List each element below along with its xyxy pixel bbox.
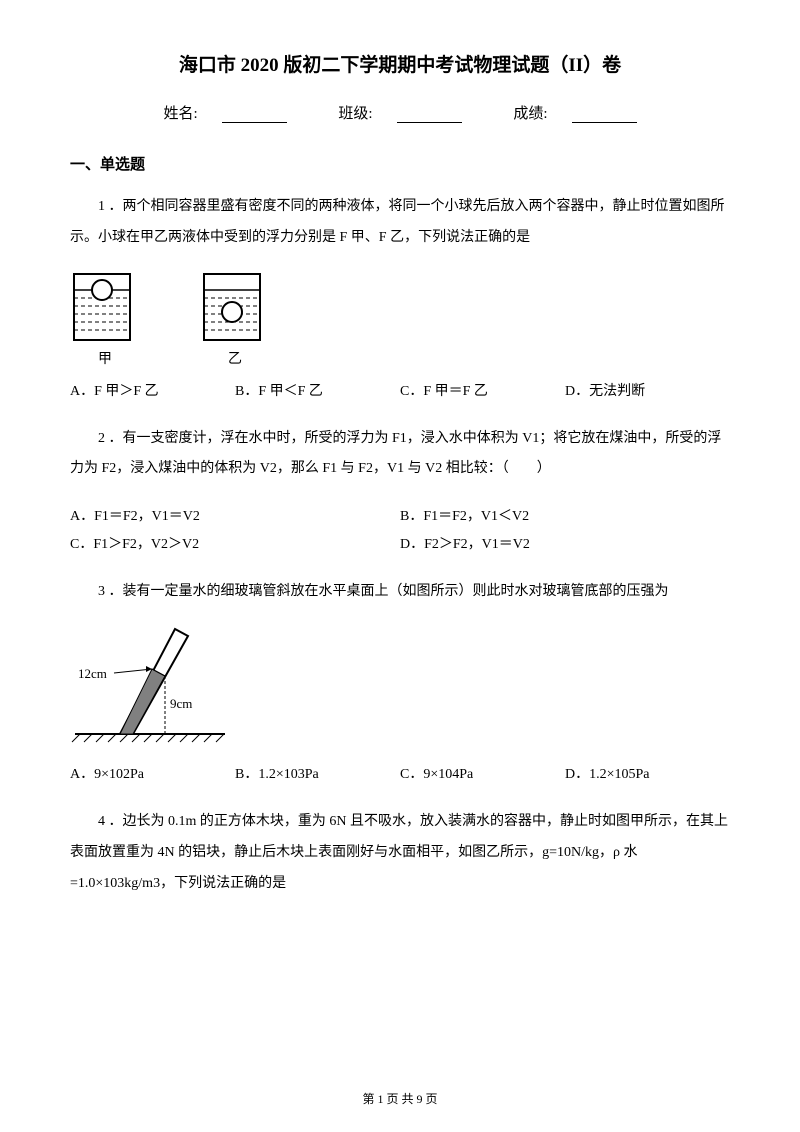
score-blank bbox=[572, 109, 637, 123]
q4-text: 4 ．边长为 0.1m 的正方体木块，重为 6N 且不吸水，放入装满水的容器中，… bbox=[70, 807, 730, 899]
q3-text: 3 ．装有一定量水的细玻璃管斜放在水平桌面上（如图所示）则此时水对玻璃管底部的压… bbox=[70, 577, 730, 608]
q1-optC: C．F 甲＝F 乙 bbox=[400, 378, 565, 406]
q3-optD: D．1.2×105Pa bbox=[565, 761, 730, 789]
q3-label-9: 9cm bbox=[170, 696, 192, 711]
q3-optA: A．9×102Pa bbox=[70, 761, 235, 789]
q1-optD: D．无法判断 bbox=[565, 378, 730, 406]
q1-optB: B．F 甲＜F 乙 bbox=[235, 378, 400, 406]
exam-title: 海口市 2020 版初二下学期期中考试物理试题（II）卷 bbox=[70, 50, 730, 77]
q1-optA: A．F 甲＞F 乙 bbox=[70, 378, 235, 406]
q3-optB: B．1.2×103Pa bbox=[235, 761, 400, 789]
q1-fig-b-label: 乙 bbox=[200, 348, 270, 368]
score-label: 成绩: bbox=[501, 106, 648, 122]
q3-figure: 12cm 9cm bbox=[70, 626, 730, 751]
q1-fig-b: 乙 bbox=[200, 272, 270, 368]
q3-optC: C．9×104Pa bbox=[400, 761, 565, 789]
class-blank bbox=[397, 109, 462, 123]
q3-options: A．9×102Pa B．1.2×103Pa C．9×104Pa D．1.2×10… bbox=[70, 761, 730, 789]
q2-text: 2 ．有一支密度计，浮在水中时，所受的浮力为 F1，浸入水中体积为 V1；将它放… bbox=[70, 424, 730, 486]
page-footer: 第 1 页 共 9 页 bbox=[0, 1090, 800, 1107]
q2-optD: D．F2＞F2，V1＝V2 bbox=[400, 531, 730, 559]
student-info-line: 姓名: 班级: 成绩: bbox=[70, 102, 730, 123]
q3-label-12: 12cm bbox=[78, 666, 107, 681]
q2-optC: C．F1＞F2，V2＞V2 bbox=[70, 531, 400, 559]
section-heading: 一、单选题 bbox=[70, 153, 730, 174]
q1-text: 1 ．两个相同容器里盛有密度不同的两种液体，将同一个小球先后放入两个容器中，静止… bbox=[70, 192, 730, 254]
q1-figures: 甲 乙 bbox=[70, 272, 730, 368]
q1-fig-a: 甲 bbox=[70, 272, 140, 368]
q2-optA: A．F1＝F2，V1＝V2 bbox=[70, 503, 400, 531]
name-label: 姓名: bbox=[151, 106, 298, 122]
q1-options: A．F 甲＞F 乙 B．F 甲＜F 乙 C．F 甲＝F 乙 D．无法判断 bbox=[70, 378, 730, 406]
q2-optB: B．F1＝F2，V1＜V2 bbox=[400, 503, 730, 531]
class-label: 班级: bbox=[326, 106, 473, 122]
q2-options: A．F1＝F2，V1＝V2 B．F1＝F2，V1＜V2 C．F1＞F2，V2＞V… bbox=[70, 503, 730, 559]
name-blank bbox=[222, 109, 287, 123]
q1-fig-a-label: 甲 bbox=[70, 348, 140, 368]
